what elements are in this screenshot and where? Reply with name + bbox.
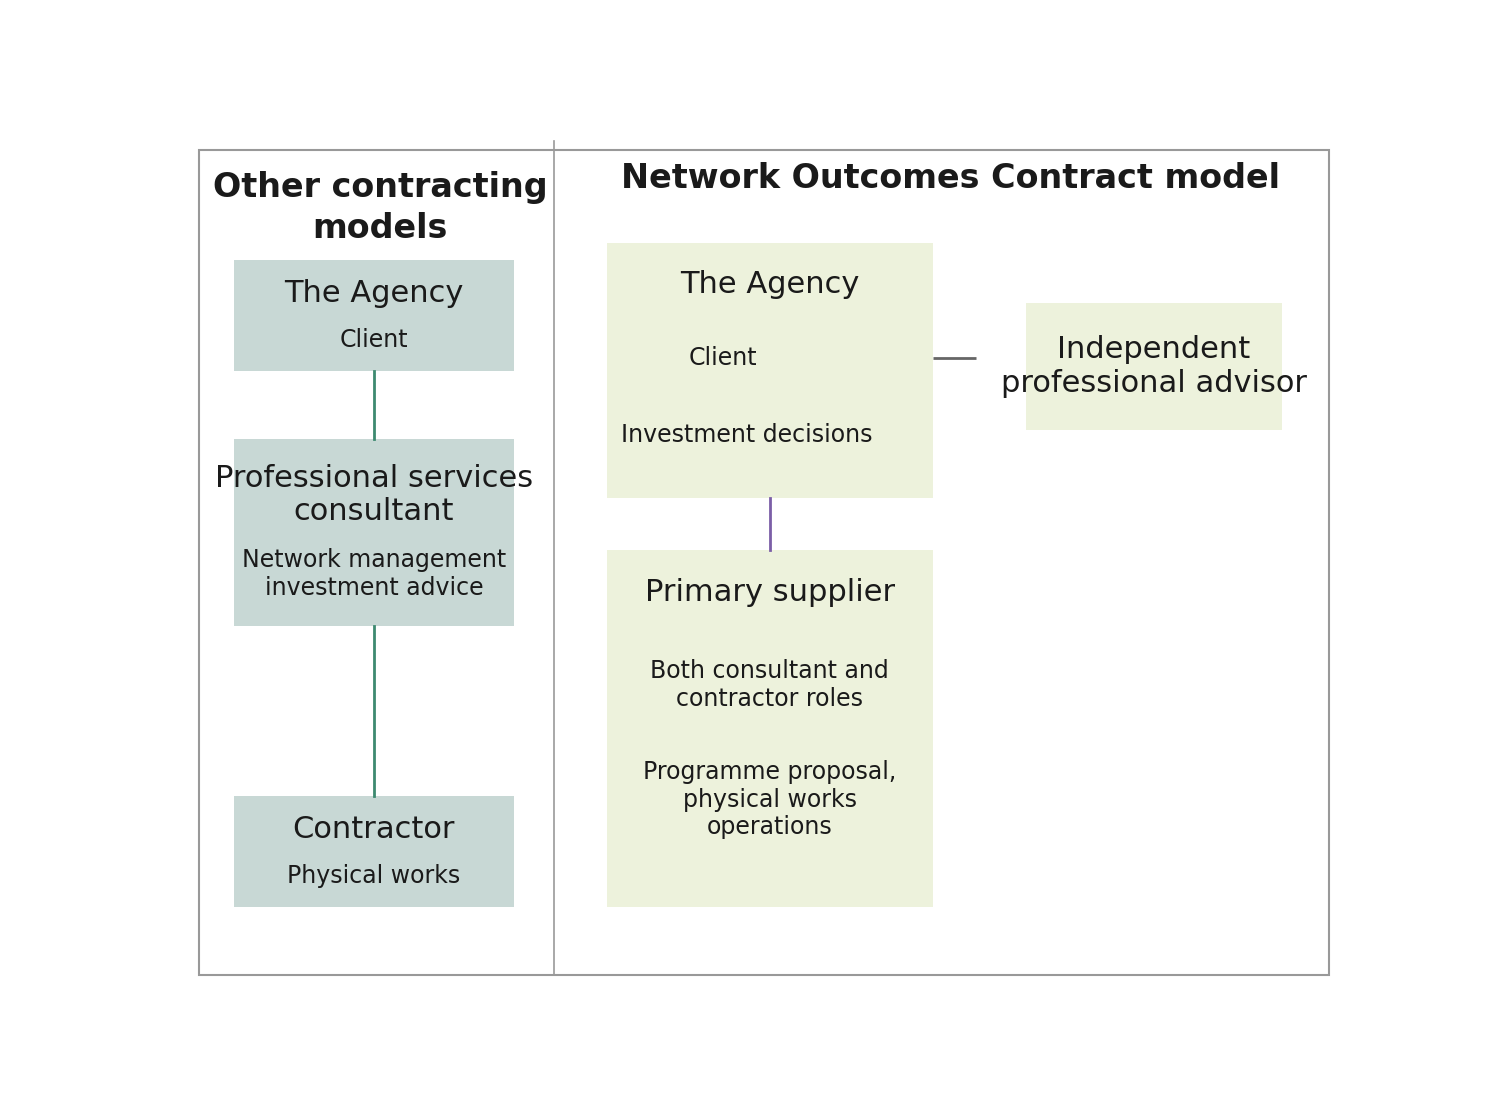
FancyBboxPatch shape bbox=[607, 549, 933, 907]
Text: Client: Client bbox=[339, 328, 409, 351]
FancyBboxPatch shape bbox=[234, 261, 514, 371]
FancyBboxPatch shape bbox=[1026, 303, 1281, 430]
Text: The Agency: The Agency bbox=[680, 270, 859, 298]
FancyBboxPatch shape bbox=[607, 243, 933, 498]
Text: Client: Client bbox=[689, 346, 757, 370]
Text: Network management
investment advice: Network management investment advice bbox=[242, 548, 506, 600]
FancyBboxPatch shape bbox=[234, 797, 514, 907]
Text: Independent
professional advisor: Independent professional advisor bbox=[1000, 335, 1307, 398]
Text: Physical works: Physical works bbox=[287, 864, 461, 888]
Text: Other contracting
models: Other contracting models bbox=[212, 171, 547, 244]
Text: Professional services
consultant: Professional services consultant bbox=[215, 464, 533, 526]
Text: Both consultant and
contractor roles: Both consultant and contractor roles bbox=[650, 660, 889, 712]
Text: Investment decisions: Investment decisions bbox=[620, 422, 873, 446]
FancyBboxPatch shape bbox=[234, 439, 514, 627]
Text: The Agency: The Agency bbox=[284, 278, 464, 308]
Text: Programme proposal,
physical works
operations: Programme proposal, physical works opera… bbox=[643, 760, 897, 840]
Text: Primary supplier: Primary supplier bbox=[644, 578, 895, 607]
Text: Contractor: Contractor bbox=[293, 815, 455, 844]
Text: Network Outcomes Contract model: Network Outcomes Contract model bbox=[620, 162, 1280, 196]
